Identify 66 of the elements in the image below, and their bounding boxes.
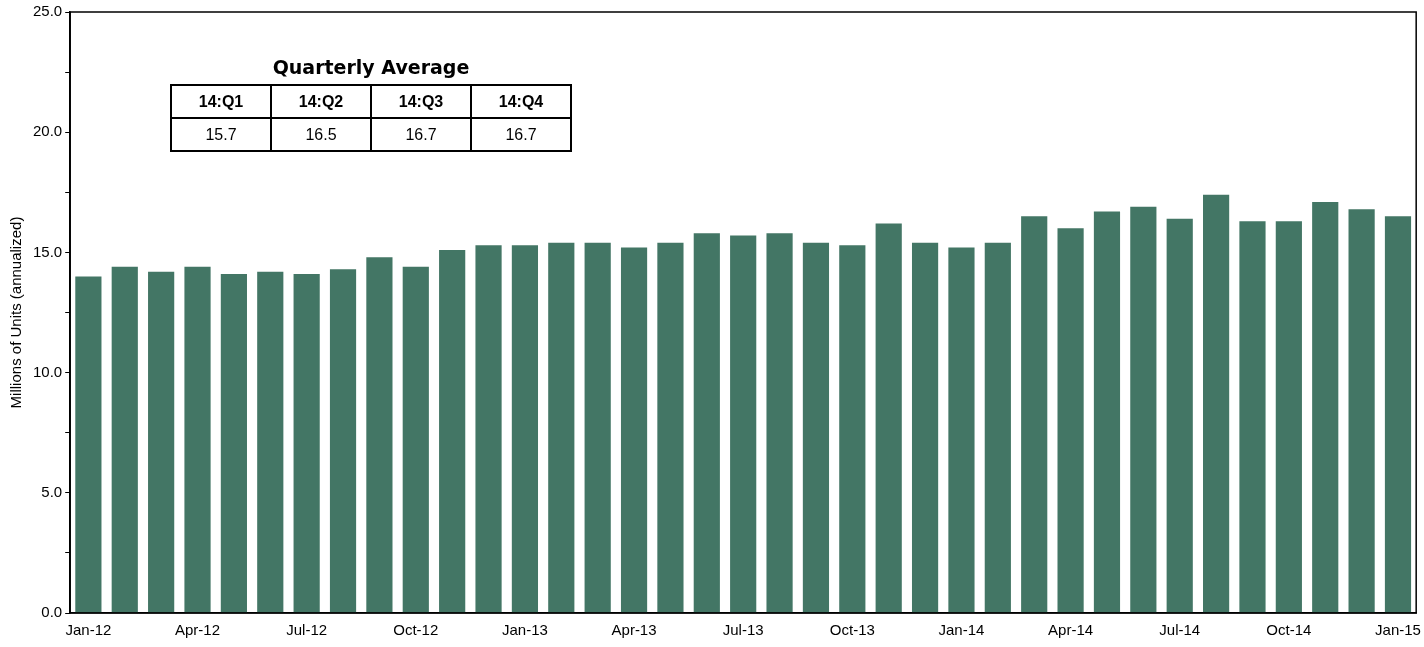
y-tick-label: 20.0	[32, 122, 63, 140]
bar	[148, 271, 175, 613]
x-tick-label: Jan-13	[501, 621, 548, 639]
bar	[766, 233, 793, 613]
y-tick-label: 25.0	[32, 2, 63, 20]
bar	[1093, 211, 1121, 613]
bar	[402, 266, 429, 613]
bar	[657, 242, 684, 613]
bar	[1348, 209, 1375, 613]
annotation: 16.7	[371, 118, 471, 151]
bar	[1239, 221, 1266, 613]
bar	[875, 223, 902, 613]
x-tick-label: Jul-14	[1159, 621, 1201, 639]
x-tick-label: Jul-12	[286, 621, 328, 639]
bar	[1021, 216, 1048, 613]
bar	[948, 247, 975, 613]
bar	[111, 266, 138, 613]
bar	[475, 245, 502, 613]
bar	[1312, 201, 1339, 613]
bar	[802, 242, 830, 613]
annotation: 16.5	[271, 118, 371, 151]
x-tick-label: Apr-12	[175, 621, 221, 639]
bar	[548, 242, 575, 613]
bar	[257, 271, 284, 613]
bar	[730, 235, 757, 613]
x-tick-label: Oct-12	[393, 621, 439, 639]
annotation: Quarterly Average	[271, 56, 471, 78]
bar	[839, 245, 866, 613]
annotation: 14:Q4	[471, 85, 571, 118]
bar	[329, 269, 357, 613]
bar	[1130, 206, 1157, 613]
bar	[911, 242, 939, 613]
annotation: 16.7	[471, 118, 571, 151]
y-tick-label: 15.0	[32, 242, 63, 260]
bar	[1384, 216, 1412, 613]
annotation: 14:Q2	[271, 85, 371, 118]
bar	[293, 274, 320, 613]
annotation: 15.7	[171, 118, 271, 151]
y-axis-title: Millions of Units (annualized)	[7, 216, 25, 409]
x-tick-label: Jan-14	[938, 621, 985, 639]
x-tick-label: Jan-12	[65, 621, 112, 639]
bar	[184, 266, 211, 613]
bar	[620, 247, 648, 613]
bar	[984, 242, 1011, 613]
bar	[220, 274, 247, 613]
bar	[1275, 221, 1302, 613]
bar	[1166, 218, 1193, 613]
bar	[584, 242, 611, 613]
bar	[439, 250, 466, 613]
bar	[75, 276, 102, 613]
annotation: 14:Q3	[371, 85, 471, 118]
annotation: 14:Q1	[171, 85, 271, 118]
x-tick-label: Oct-13	[829, 621, 875, 639]
x-tick-label: Jul-13	[722, 621, 764, 639]
x-tick-label: Apr-13	[611, 621, 657, 639]
x-tick-label: Oct-14	[1266, 621, 1312, 639]
x-tick-label: Jan-15	[1375, 621, 1421, 639]
bar	[1057, 228, 1084, 613]
y-tick-label: 0.0	[41, 603, 63, 621]
x-tick-label: Apr-14	[1048, 621, 1094, 639]
bar	[511, 245, 539, 613]
bar	[366, 257, 393, 613]
y-tick-label: 5.0	[41, 482, 63, 500]
bar	[1203, 194, 1230, 613]
y-tick-label: 10.0	[32, 362, 63, 380]
bar	[693, 233, 720, 613]
